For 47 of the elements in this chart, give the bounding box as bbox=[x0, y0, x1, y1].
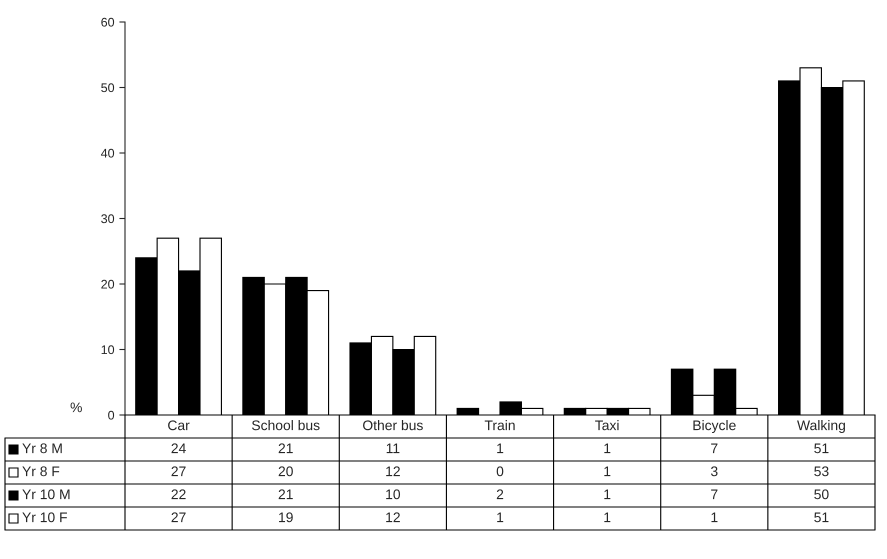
data-label: 1 bbox=[604, 490, 610, 500]
data-label: 50 bbox=[814, 489, 829, 500]
data-label: 24 bbox=[172, 443, 186, 454]
data-label: 27 bbox=[172, 466, 186, 476]
data-label: 19 bbox=[279, 512, 293, 522]
data-label: 20 bbox=[278, 466, 293, 476]
x-tick-label: Taxi bbox=[595, 420, 619, 430]
data-label: 12 bbox=[386, 466, 400, 476]
legend-label: Yr 8 F bbox=[22, 466, 60, 476]
data-label: 7 bbox=[711, 444, 718, 454]
y-tick-label: 30 bbox=[101, 214, 114, 224]
y-tick-label: 10 bbox=[102, 345, 114, 354]
data-label: 1 bbox=[604, 444, 610, 454]
y-tick-label: 0 bbox=[108, 410, 114, 420]
data-label: 0 bbox=[496, 466, 504, 476]
data-label: 10 bbox=[386, 489, 400, 500]
y-axis-title: % bbox=[70, 402, 82, 412]
data-label: 1 bbox=[604, 512, 610, 522]
data-label: 11 bbox=[386, 444, 400, 454]
y-tick-label: 50 bbox=[101, 83, 114, 92]
x-tick-label: Car bbox=[168, 420, 190, 430]
data-label: 7 bbox=[711, 490, 718, 500]
data-label: 1 bbox=[497, 444, 504, 454]
data-label: 51 bbox=[814, 444, 828, 454]
data-label: 1 bbox=[604, 466, 610, 476]
data-label: 51 bbox=[814, 512, 828, 522]
data-label: 27 bbox=[172, 512, 186, 522]
legend-label: Yr 8 M bbox=[22, 443, 62, 454]
y-tick-label: 40 bbox=[100, 148, 114, 158]
data-label: 1 bbox=[497, 512, 504, 522]
data-label: 21 bbox=[278, 443, 293, 454]
data-label: 3 bbox=[710, 466, 718, 476]
x-tick-label: Walking bbox=[797, 420, 845, 433]
data-label: 53 bbox=[814, 466, 829, 476]
data-label: 21 bbox=[278, 489, 293, 500]
x-tick-label: School bus bbox=[252, 420, 320, 430]
data-label: 1 bbox=[711, 512, 718, 522]
x-tick-label: Bicycle bbox=[693, 420, 736, 433]
x-tick-label: Other bus bbox=[363, 420, 423, 430]
data-label: 12 bbox=[386, 512, 400, 522]
x-tick-label: Train bbox=[484, 420, 515, 430]
data-label: 2 bbox=[496, 489, 504, 500]
legend-label: Yr 10 M bbox=[22, 489, 70, 500]
data-label: 22 bbox=[172, 489, 186, 500]
y-tick-label: 20 bbox=[101, 280, 114, 289]
legend-label: Yr 10 F bbox=[22, 512, 67, 522]
y-tick-label: 60 bbox=[101, 18, 114, 27]
